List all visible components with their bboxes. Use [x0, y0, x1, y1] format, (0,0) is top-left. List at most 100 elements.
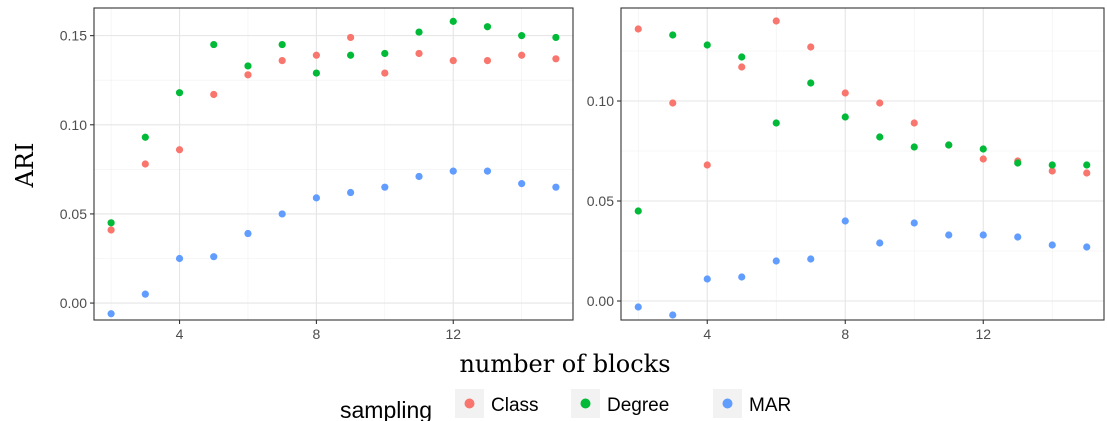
data-point-class [449, 56, 457, 65]
x-tick-label: 12 [445, 326, 461, 342]
legend-key-degree [580, 398, 591, 409]
data-point-mar [634, 303, 642, 311]
y-tick-label: 0.05 [587, 193, 614, 209]
data-point-degree [910, 143, 918, 151]
data-point-mar [979, 231, 987, 239]
y-axis-title: ARI [11, 143, 39, 189]
series-degree [107, 17, 560, 227]
legend-item-degree: Degree [571, 389, 669, 418]
data-point-mar [312, 194, 320, 202]
data-point-mar [841, 217, 849, 225]
data-point-degree [1014, 159, 1022, 167]
data-point-degree [312, 69, 320, 77]
data-point-mar [483, 167, 492, 175]
data-point-mar [1048, 241, 1056, 249]
data-point-mar [772, 257, 780, 265]
data-point-degree [415, 28, 423, 36]
legend-item-mar: MAR [713, 389, 791, 418]
data-point-mar [518, 180, 526, 188]
panel-2: 0.00 0.05 0.10 4 8 12 [587, 7, 1105, 342]
data-point-degree [449, 17, 457, 25]
data-point-degree [979, 145, 987, 153]
data-point-mar [1014, 233, 1022, 241]
x-tick-label: 4 [703, 326, 711, 342]
data-point-degree [244, 62, 252, 70]
data-point-mar [1083, 243, 1091, 251]
data-point-class [669, 99, 677, 107]
data-point-mar [703, 275, 711, 283]
plot-background [621, 8, 1104, 320]
data-point-class [141, 160, 149, 168]
series-mar [634, 217, 1091, 319]
data-point-class [210, 90, 218, 99]
data-point-mar [910, 219, 918, 227]
data-point-degree [669, 31, 677, 39]
x-tick-label: 4 [176, 326, 184, 342]
data-point-class [876, 99, 884, 107]
data-point-mar [945, 231, 953, 239]
data-point-class [483, 56, 492, 65]
data-point-class [552, 55, 560, 63]
y-tick-label: 0.05 [60, 206, 87, 222]
data-point-class [807, 43, 815, 51]
series-class [107, 33, 560, 234]
data-point-mar [244, 229, 252, 238]
data-point-degree [381, 49, 389, 58]
data-point-mar [141, 290, 149, 298]
x-axis-title: number of blocks [459, 350, 670, 378]
data-point-mar [807, 255, 815, 263]
data-point-degree [1048, 161, 1056, 169]
data-point-mar [347, 188, 355, 197]
data-point-mar [669, 311, 677, 319]
legend-label: Class [491, 395, 539, 416]
y-tick-label: 0.00 [60, 295, 87, 311]
data-point-class [703, 161, 711, 169]
legend-label: Degree [607, 395, 669, 416]
data-point-degree [175, 89, 184, 97]
data-point-degree [107, 219, 115, 227]
data-point-class [841, 89, 849, 97]
x-tick-label: 12 [975, 326, 991, 342]
series-degree [634, 31, 1091, 215]
panel-border [93, 7, 574, 321]
data-point-degree [807, 79, 815, 87]
plot-background [94, 8, 573, 320]
data-point-mar [415, 172, 423, 181]
data-point-degree [876, 133, 884, 141]
data-point-degree [278, 40, 286, 49]
data-point-class [979, 155, 987, 163]
data-point-class [312, 51, 320, 59]
x-tick-label: 8 [312, 326, 320, 342]
data-point-class [772, 17, 780, 25]
data-point-mar [210, 253, 218, 261]
data-point-class [738, 63, 746, 71]
data-point-degree [772, 119, 780, 127]
legend-label: MAR [749, 395, 791, 416]
data-point-class [910, 119, 918, 127]
data-point-mar [552, 183, 560, 191]
data-point-class [278, 56, 286, 65]
data-point-class [415, 49, 423, 58]
data-point-class [244, 71, 252, 79]
data-point-degree [210, 40, 218, 49]
data-point-degree [518, 32, 526, 40]
data-point-class [347, 33, 355, 42]
data-point-mar [449, 167, 457, 175]
data-point-mar [381, 183, 389, 191]
legend-key-class [464, 398, 475, 409]
data-point-class [381, 69, 389, 77]
data-point-degree [841, 113, 849, 121]
data-point-class [107, 226, 115, 234]
data-point-degree [703, 41, 711, 49]
legend-item-class: Class [455, 389, 539, 418]
data-point-degree [634, 207, 642, 215]
data-point-degree [738, 53, 746, 61]
legend-key-mar [722, 398, 733, 409]
data-point-degree [141, 133, 149, 141]
y-tick-label: 0.10 [587, 93, 614, 109]
y-tick-label: 0.15 [60, 28, 87, 44]
data-point-mar [876, 239, 884, 247]
data-point-mar [107, 310, 115, 318]
data-point-mar [278, 210, 286, 218]
